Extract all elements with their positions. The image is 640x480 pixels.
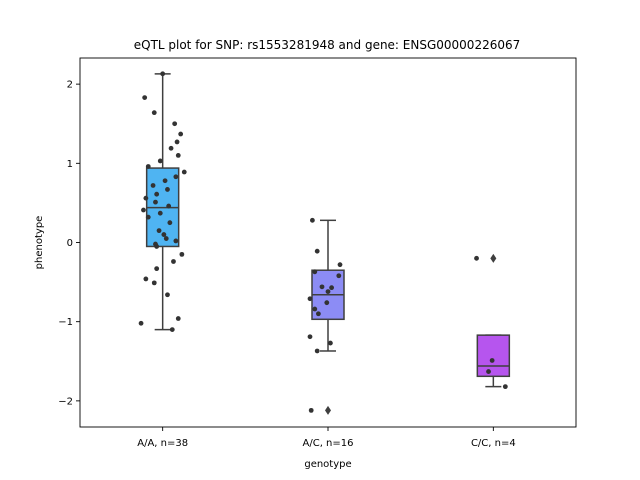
data-point	[489, 358, 495, 363]
data-point	[165, 292, 170, 298]
strip-points-2	[307, 217, 343, 413]
y-tick-label: 0	[67, 238, 73, 249]
data-point	[474, 255, 479, 261]
data-point	[166, 203, 172, 209]
data-point	[179, 251, 185, 257]
data-point	[150, 183, 156, 188]
data-point	[328, 340, 333, 346]
x-tick-label: A/C, n=16	[303, 438, 354, 449]
plot-area	[138, 71, 511, 415]
data-point	[157, 210, 163, 216]
box-iqr	[476, 334, 511, 378]
data-point	[156, 228, 162, 234]
data-point	[151, 280, 157, 286]
x-tick-label: C/C, n=4	[471, 438, 516, 449]
y-tick-label: 1	[67, 159, 73, 170]
y-axis: −2 −1 0 1 2	[58, 80, 80, 407]
data-point	[168, 145, 174, 151]
data-point	[151, 110, 157, 116]
outlier-marker	[325, 405, 331, 415]
data-point	[336, 273, 342, 279]
y-tick-label: −1	[58, 317, 73, 328]
data-point	[143, 276, 149, 282]
data-point	[163, 236, 169, 241]
data-point	[142, 95, 148, 100]
data-point	[314, 248, 320, 254]
data-point	[157, 158, 163, 164]
data-point	[307, 296, 313, 302]
data-point	[312, 269, 318, 275]
data-point	[154, 244, 160, 249]
data-point	[154, 191, 160, 197]
data-point	[141, 207, 146, 213]
data-point	[173, 174, 179, 180]
data-point	[319, 284, 325, 290]
data-point	[325, 289, 331, 294]
data-point	[167, 220, 173, 226]
data-point	[308, 407, 314, 413]
data-point	[145, 164, 151, 169]
data-point	[329, 285, 334, 291]
data-point	[307, 334, 313, 340]
data-point	[138, 320, 144, 326]
data-point	[161, 232, 167, 237]
data-point	[145, 214, 151, 220]
data-point	[171, 259, 176, 264]
box-group-1	[145, 73, 180, 331]
data-point	[312, 306, 318, 312]
strip-points-3	[474, 255, 508, 390]
data-point	[175, 152, 181, 158]
data-point	[143, 195, 149, 201]
data-point	[169, 327, 175, 333]
data-point	[324, 300, 330, 306]
data-point	[162, 178, 168, 184]
data-point	[314, 348, 320, 354]
data-point	[154, 266, 160, 272]
data-point	[174, 139, 180, 145]
data-point	[172, 121, 178, 127]
data-point	[181, 169, 187, 175]
strip-points-1	[138, 71, 187, 333]
data-point	[310, 217, 315, 223]
y-tick-label: −2	[58, 396, 73, 407]
data-point	[502, 384, 508, 390]
x-tick-label: A/A, n=38	[137, 438, 188, 449]
data-point	[175, 316, 181, 321]
data-point	[486, 369, 491, 374]
data-point	[160, 71, 166, 77]
x-axis: A/A, n=38 A/C, n=16 C/C, n=4	[137, 427, 516, 449]
box-group-3	[476, 253, 511, 388]
x-axis-label: genotype	[304, 459, 351, 470]
chart-title: eQTL plot for SNP: rs1553281948 and gene…	[134, 38, 521, 52]
data-point	[178, 131, 184, 137]
box-group-2	[311, 219, 345, 415]
data-point	[337, 262, 343, 268]
y-axis-label: phenotype	[34, 216, 45, 270]
y-tick-label: 2	[67, 80, 73, 91]
data-point	[165, 187, 170, 192]
outlier-marker	[490, 253, 497, 263]
data-point	[153, 199, 158, 205]
data-point	[173, 238, 179, 244]
data-point	[316, 311, 321, 317]
